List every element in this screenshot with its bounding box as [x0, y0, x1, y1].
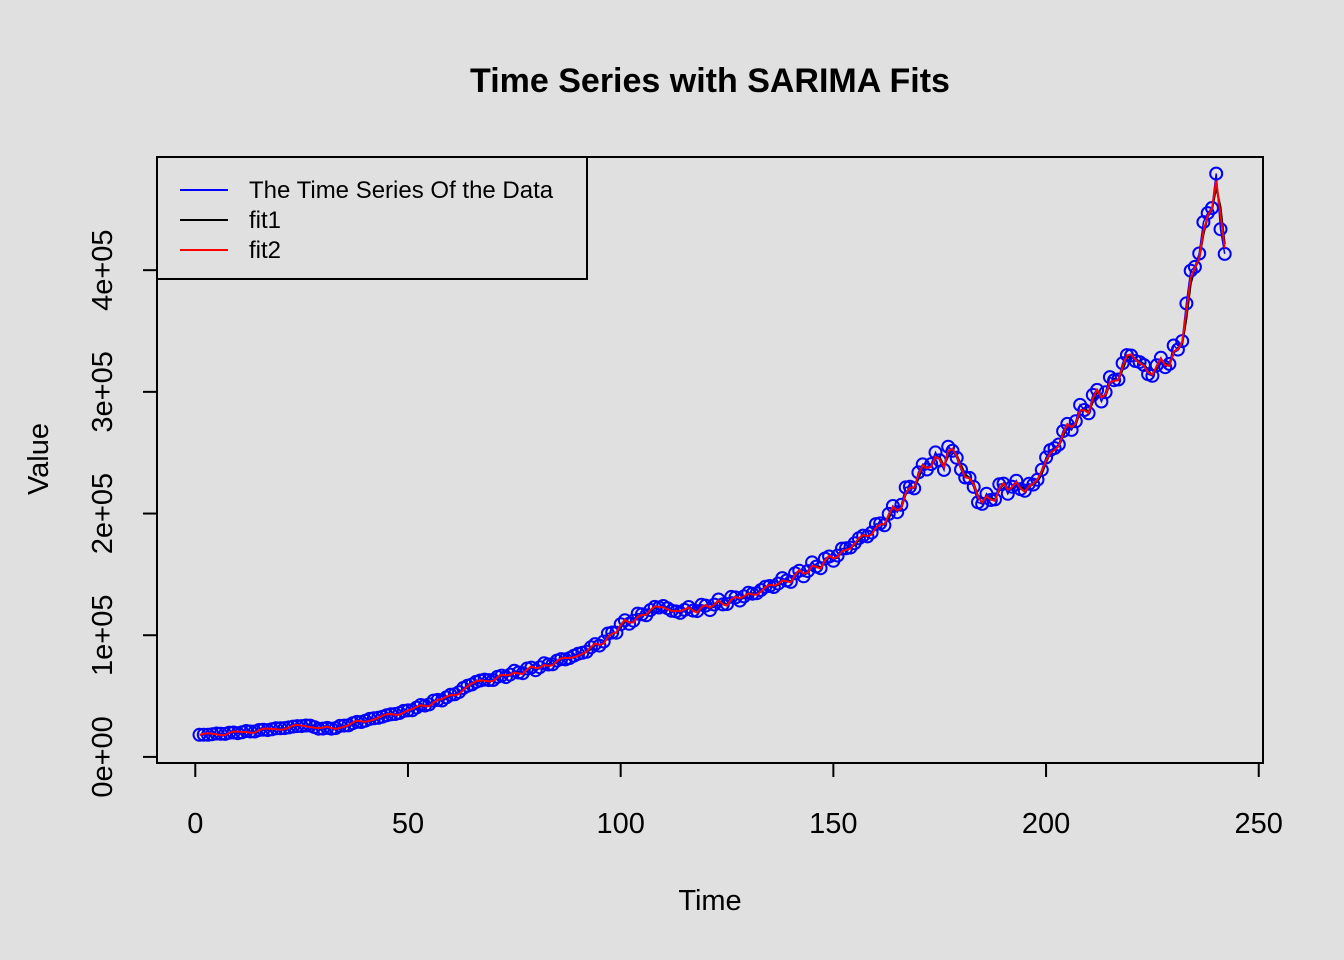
x-tick-label: 50 — [392, 808, 424, 840]
data-point — [1209, 166, 1224, 181]
data-point — [613, 617, 628, 632]
x-axis: 0 50 100 150 200 250 — [187, 762, 1283, 840]
data-point — [949, 450, 964, 465]
series-layer — [192, 166, 1232, 742]
data-point — [958, 470, 973, 485]
data-point — [554, 652, 569, 667]
data-point — [911, 465, 926, 480]
data-point — [617, 613, 632, 628]
y-tick-label: 1e+05 — [87, 595, 119, 676]
y-tick-label: 3e+05 — [87, 351, 119, 432]
data-point — [1111, 372, 1126, 387]
data-point — [864, 525, 879, 540]
data-point — [596, 634, 611, 649]
data-point — [1056, 424, 1071, 439]
data-point — [1081, 406, 1096, 421]
data-point — [1068, 414, 1083, 429]
legend: The Time Series Of the Data fit1 fit2 — [156, 156, 588, 280]
data-point — [954, 462, 968, 477]
chart-title: Time Series with SARIMA Fits — [470, 62, 950, 100]
x-tick-label: 250 — [1235, 808, 1283, 840]
data-point — [966, 479, 981, 494]
y-axis: 0e+00 1e+05 2e+05 3e+05 4e+05 — [87, 229, 158, 798]
data-point — [579, 644, 594, 659]
x-tick-label: 200 — [1022, 808, 1070, 840]
data-point — [732, 593, 747, 608]
data-point — [1170, 342, 1185, 357]
data-point — [1213, 222, 1228, 237]
data-point — [1039, 450, 1054, 465]
legend-label-fit1: fit1 — [249, 207, 281, 234]
legend-box — [156, 156, 588, 280]
data-point — [1034, 462, 1049, 477]
data-point — [1051, 437, 1066, 452]
data-point — [1009, 473, 1024, 488]
x-tick-label: 0 — [187, 808, 203, 840]
y-axis-label: Value — [23, 423, 55, 495]
data-point — [945, 443, 960, 458]
series-line-fit2 — [199, 180, 1226, 737]
x-tick-label: 150 — [809, 808, 857, 840]
data-point — [609, 625, 624, 640]
data-point — [924, 457, 939, 472]
data-point — [1187, 259, 1202, 274]
data-point — [1158, 360, 1173, 375]
data-point — [881, 506, 896, 521]
data-point — [720, 597, 734, 612]
y-tick-label: 2e+05 — [87, 473, 119, 554]
y-tick-label: 0e+00 — [87, 716, 119, 797]
data-point — [337, 718, 352, 733]
legend-label-data: The Time Series Of the Data — [249, 177, 554, 204]
data-point — [737, 589, 751, 604]
data-point — [681, 600, 696, 614]
x-tick-label: 100 — [596, 808, 644, 840]
y-tick-label: 4e+05 — [87, 229, 119, 310]
legend-label-fit2: fit2 — [249, 237, 281, 264]
data-point — [843, 540, 858, 555]
data-point — [1000, 486, 1015, 501]
data-point — [894, 497, 909, 512]
data-point — [605, 625, 620, 640]
data-point — [1090, 382, 1105, 397]
data-point — [1047, 441, 1062, 456]
data-point — [830, 548, 845, 563]
data-point — [822, 549, 837, 564]
x-axis-label: Time — [678, 885, 741, 917]
data-point — [401, 703, 415, 718]
